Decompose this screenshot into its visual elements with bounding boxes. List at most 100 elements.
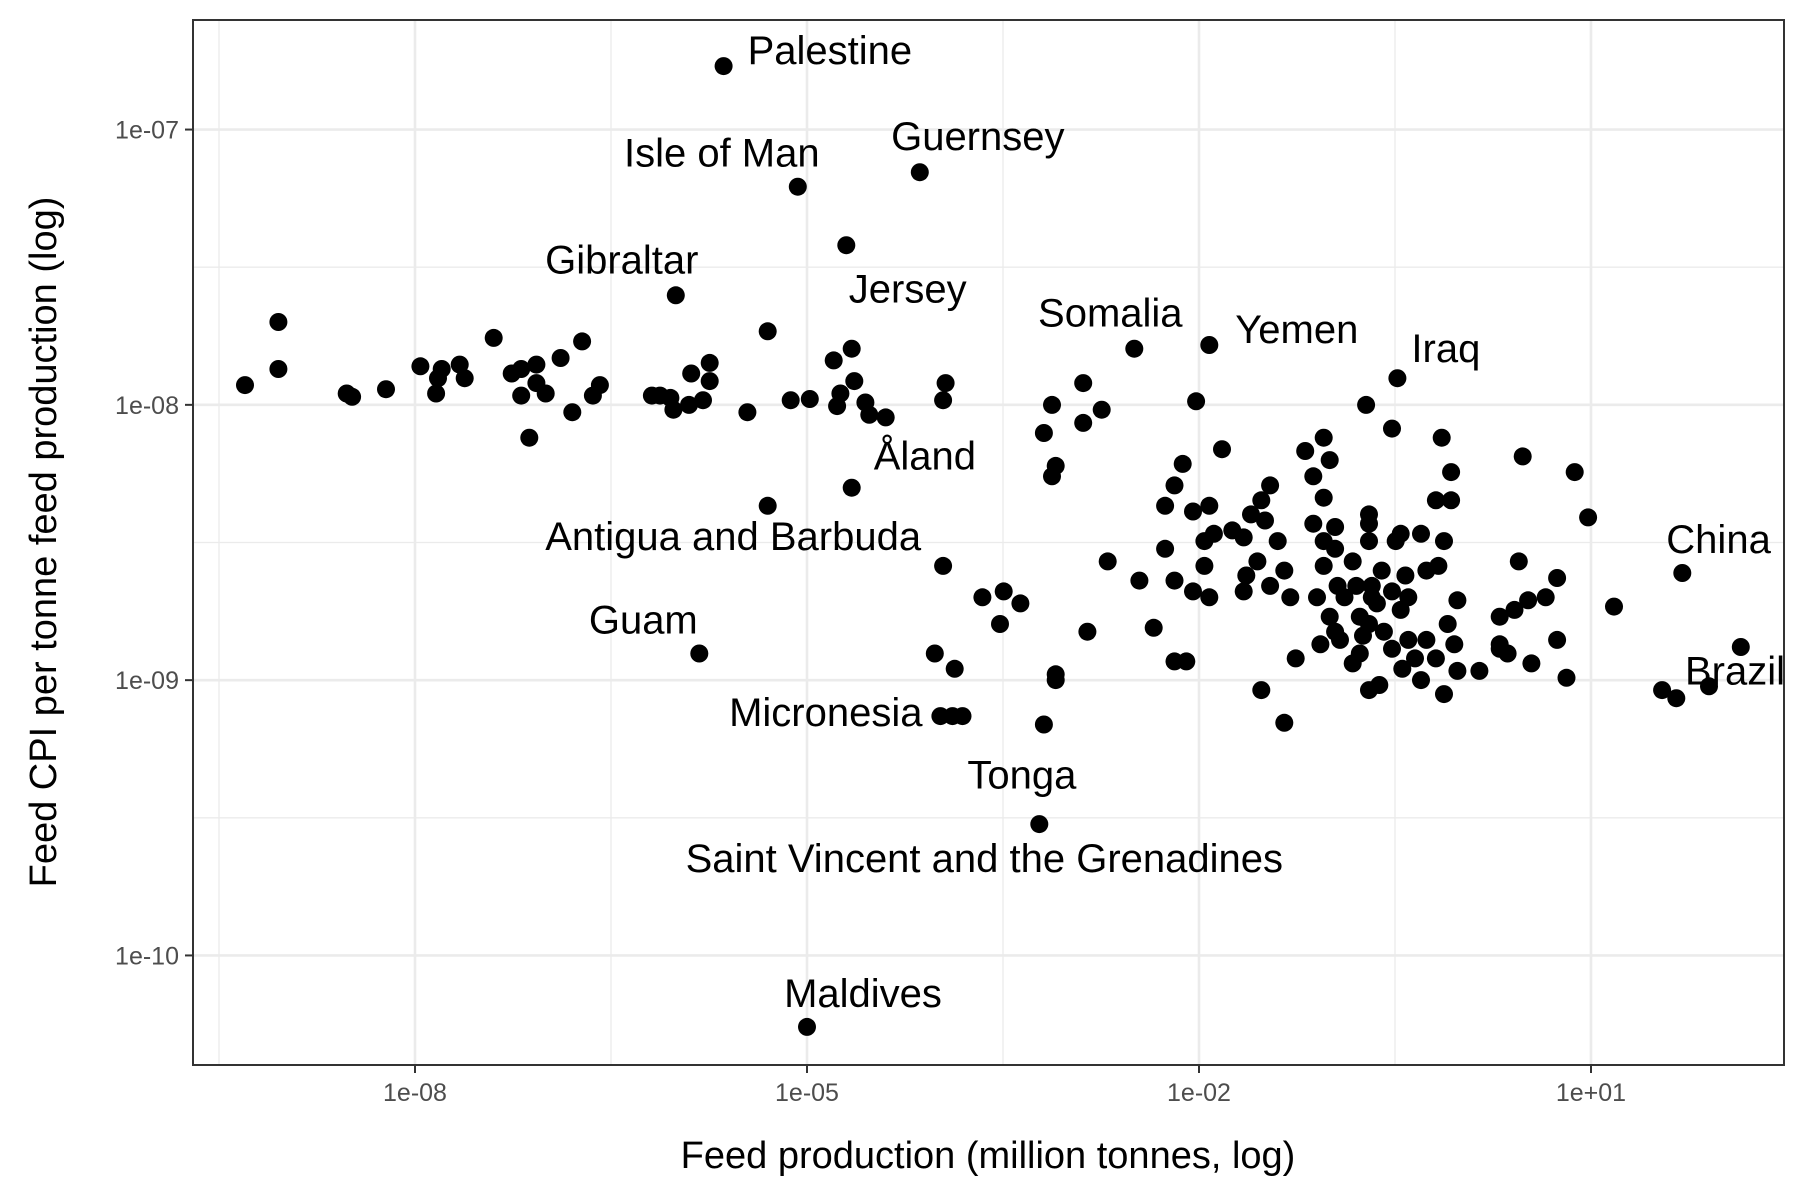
point-label: Brazil: [1685, 649, 1785, 693]
data-point: [1043, 395, 1061, 414]
data-point: [694, 391, 712, 410]
data-point: [1314, 556, 1333, 575]
data-point: [1156, 539, 1175, 558]
data-point: [1184, 582, 1202, 601]
point-label: Guernsey: [891, 115, 1064, 159]
data-point: [536, 384, 555, 403]
data-point: [1383, 419, 1401, 438]
data-points: [236, 57, 1750, 1036]
data-point: [828, 397, 847, 416]
labeled-data-point: [1030, 815, 1049, 834]
point-label: Tonga: [967, 754, 1077, 798]
y-axis-title: Feed CPI per tonne feed production (log): [23, 197, 65, 888]
data-point: [1034, 424, 1053, 442]
data-point: [1011, 594, 1030, 613]
x-axis-title: Feed production (million tonnes, log): [681, 1135, 1296, 1177]
data-point: [1335, 588, 1354, 607]
data-point: [1435, 532, 1453, 551]
data-point: [1360, 532, 1378, 551]
y-tick-label: 1e-10: [115, 942, 179, 970]
data-point: [1536, 588, 1555, 607]
data-point: [1360, 514, 1378, 533]
data-point: [1565, 463, 1584, 482]
labeled-data-point: [842, 478, 861, 497]
data-point: [700, 372, 719, 391]
y-tick-label: 1e-09: [115, 667, 179, 695]
data-point: [1281, 588, 1300, 607]
data-point: [1367, 594, 1386, 613]
data-point: [1350, 644, 1369, 663]
data-point: [1144, 618, 1163, 637]
data-point: [512, 360, 531, 378]
data-point: [1195, 556, 1214, 575]
data-point: [484, 328, 503, 347]
data-point: [680, 395, 698, 414]
data-point: [269, 360, 288, 378]
data-point: [1275, 713, 1294, 732]
data-point: [1156, 496, 1175, 515]
data-point: [1513, 447, 1532, 466]
data-point: [1200, 588, 1219, 607]
data-point: [845, 372, 864, 391]
data-point: [1448, 661, 1467, 680]
labeled-data-point: [842, 339, 861, 358]
data-point: [450, 355, 469, 374]
data-point: [1383, 639, 1401, 658]
data-point: [377, 380, 395, 399]
data-point: [1399, 630, 1418, 649]
x-tick-label: 1e-02: [1167, 1079, 1231, 1107]
data-point: [1417, 630, 1436, 649]
labeled-data-point: [666, 286, 685, 305]
point-label: Maldives: [784, 972, 942, 1016]
y-tick-label: 1e-07: [115, 117, 179, 145]
data-point: [1237, 566, 1256, 585]
y-axis: 1e-10 1e-09 1e-08 1e-07: [115, 117, 193, 970]
x-tick-label: 1e+01: [1556, 1079, 1626, 1107]
data-point: [860, 405, 879, 424]
data-point: [700, 353, 719, 372]
data-point: [236, 376, 254, 395]
data-point: [551, 349, 570, 367]
data-point: [1261, 576, 1280, 595]
data-point: [1426, 491, 1445, 510]
labeled-data-point: [1673, 564, 1692, 582]
point-label: Jersey: [849, 268, 967, 312]
data-point: [1435, 685, 1453, 704]
data-point: [991, 615, 1009, 633]
data-point: [824, 351, 843, 370]
data-point: [1308, 588, 1326, 607]
data-point: [1320, 451, 1339, 470]
data-point: [1343, 552, 1362, 571]
labeled-data-point: [1125, 339, 1144, 358]
point-label: Palestine: [748, 29, 913, 73]
point-label: Gibraltar: [545, 238, 698, 282]
point-label: Guam: [589, 599, 698, 643]
point-label: Saint Vincent and the Grenadines: [686, 837, 1283, 881]
labeled-data-point: [798, 1017, 816, 1036]
data-point: [1092, 400, 1111, 419]
data-point: [1304, 514, 1323, 533]
data-point: [1213, 440, 1231, 459]
data-point: [1396, 566, 1415, 585]
data-point: [1490, 607, 1509, 626]
data-point: [1605, 597, 1623, 616]
data-point: [1242, 505, 1260, 524]
data-point: [781, 391, 800, 410]
data-point: [1448, 591, 1467, 610]
data-point: [527, 355, 546, 374]
data-point: [664, 400, 683, 419]
data-point: [758, 496, 777, 515]
data-point: [1046, 671, 1065, 690]
y-tick-label: 1e-08: [115, 392, 179, 420]
data-point: [1667, 689, 1686, 708]
data-point: [1234, 582, 1253, 601]
point-label: Micronesia: [729, 691, 923, 735]
data-point: [1522, 654, 1541, 673]
labeled-data-point: [1034, 715, 1053, 734]
x-tick-label: 1e-08: [383, 1079, 447, 1107]
data-point: [1331, 630, 1349, 649]
data-point: [1204, 524, 1223, 543]
data-point: [1252, 681, 1271, 700]
data-point: [1498, 644, 1517, 663]
